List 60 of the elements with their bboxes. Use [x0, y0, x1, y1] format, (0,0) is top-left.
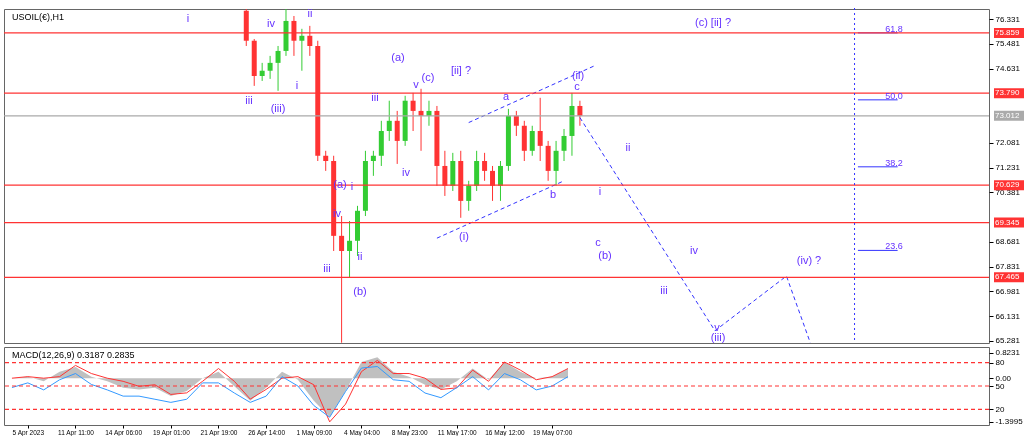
y-tick-label: 66.131	[995, 311, 1021, 321]
ref-line-label: 73.790	[995, 88, 1021, 98]
y-tick-label: 75.481	[995, 39, 1021, 49]
y-tick-label: 74.631	[995, 64, 1021, 74]
y2-tick-label: 80	[995, 358, 1005, 368]
y-tick-label: 67.831	[995, 262, 1021, 272]
annotation: b	[549, 188, 557, 200]
annotation: i	[186, 12, 190, 24]
y-tick-label: 0.8231	[995, 348, 1021, 358]
y-tick-label: 0.00	[995, 373, 1012, 383]
annotation: v	[413, 78, 420, 90]
y2-tick-label: 20	[995, 404, 1005, 414]
annotation: (c)	[421, 71, 435, 83]
y-tick-label: 66.981	[995, 286, 1021, 296]
annotation: c	[574, 80, 581, 92]
annotation: (b)	[353, 285, 367, 297]
chart-title: MACD(12,26,9) 0.3187 0.2835	[12, 350, 135, 360]
y-tick-label: 71.231	[995, 163, 1021, 173]
y-tick-label: 72.081	[995, 138, 1021, 148]
annotation: a	[502, 90, 510, 102]
ref-line-label: 67.465	[995, 272, 1021, 282]
annotation: (ii)	[571, 69, 585, 81]
annotation: (c) [ii] ?	[694, 16, 732, 28]
annotation: iii	[245, 94, 253, 106]
annotation: c	[595, 236, 602, 248]
y2-tick-label: 50	[995, 381, 1005, 391]
annotation: iii	[660, 284, 668, 296]
annotation: 50.0	[885, 91, 903, 101]
annotation: (b)	[598, 249, 612, 261]
annotation: iv	[402, 166, 411, 178]
ref-line-label: 70.629	[995, 180, 1021, 190]
y-tick-label: -1.3995	[995, 417, 1024, 427]
ref-line-label: 75.859	[995, 27, 1021, 37]
annotation: (iii)	[270, 102, 286, 114]
annotation: iv	[267, 17, 276, 29]
annotation: iii	[323, 262, 331, 274]
annotation: i	[295, 79, 299, 91]
annotation: (iv) ?	[796, 254, 822, 266]
annotation: v	[714, 321, 721, 333]
annotation: (iii)	[710, 331, 726, 343]
annotation: ii	[357, 250, 363, 262]
y-tick-label: 76.331	[995, 14, 1021, 24]
y-tick-label: 70.381	[995, 187, 1021, 197]
annotation: i	[350, 180, 354, 192]
chart-title: USOIL(€),H1	[12, 12, 65, 22]
ref-line-label: 73.012	[995, 110, 1021, 120]
annotation: ii	[625, 141, 631, 153]
annotation: 61.8	[885, 24, 903, 34]
annotation: [ii] ?	[450, 64, 472, 76]
annotation: i	[598, 185, 602, 197]
annotation: iii	[371, 91, 379, 103]
annotation: (i)	[459, 230, 469, 242]
y-tick-label: 65.281	[995, 336, 1021, 346]
annotation: iv	[690, 244, 699, 256]
annotation: (a)	[391, 51, 405, 63]
ref-line-label: 69.345	[995, 217, 1021, 227]
annotation: ii	[307, 7, 313, 19]
annotation: 23.6	[885, 241, 903, 251]
annotation: 38.2	[885, 158, 903, 168]
y-tick-label: 68.681	[995, 237, 1021, 247]
